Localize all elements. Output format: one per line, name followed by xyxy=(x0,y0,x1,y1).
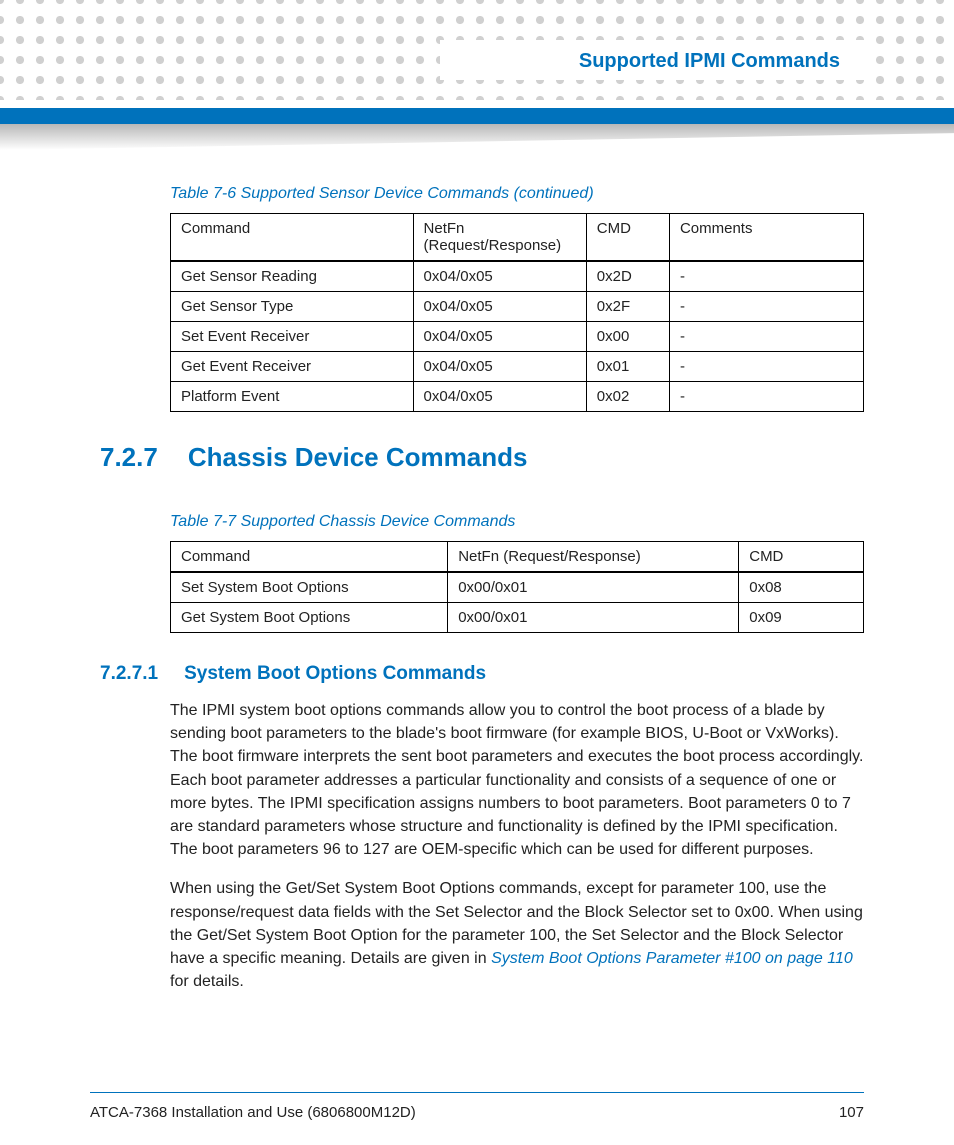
table-7-7: Command NetFn (Request/Response) CMD Set… xyxy=(170,541,864,633)
table-row: Set Event Receiver 0x04/0x05 0x00 - xyxy=(171,322,864,352)
table-7-7-caption: Table 7-7 Supported Chassis Device Comma… xyxy=(170,513,864,531)
cell: 0x00/0x01 xyxy=(448,603,739,633)
section-number: 7.2.7 xyxy=(100,442,158,473)
cell: - xyxy=(669,382,863,412)
table-7-6: Command NetFn (Request/Response) CMD Com… xyxy=(170,213,864,412)
footer-doc-title: ATCA-7368 Installation and Use (6806800M… xyxy=(90,1104,416,1121)
section-7-2-7-heading: 7.2.7 Chassis Device Commands xyxy=(100,442,864,473)
section-title: Chassis Device Commands xyxy=(188,442,528,473)
header-blue-bar xyxy=(0,108,954,124)
body-paragraph: The IPMI system boot options commands al… xyxy=(170,699,864,861)
footer-rule xyxy=(90,1092,864,1093)
cell: Platform Event xyxy=(171,382,414,412)
cross-ref-link[interactable]: System Boot Options Parameter #100 on pa… xyxy=(491,950,853,967)
table-header-row: Command NetFn (Request/Response) CMD xyxy=(171,542,864,573)
cell: 0x04/0x05 xyxy=(413,352,586,382)
cell: Get Sensor Reading xyxy=(171,261,414,292)
col-cmd: CMD xyxy=(739,542,864,573)
table-header-row: Command NetFn (Request/Response) CMD Com… xyxy=(171,214,864,262)
cell: Get Sensor Type xyxy=(171,292,414,322)
page-content: Table 7-6 Supported Sensor Device Comman… xyxy=(170,185,864,1009)
page-footer: ATCA-7368 Installation and Use (6806800M… xyxy=(90,1104,864,1121)
table-row: Get System Boot Options 0x00/0x01 0x09 xyxy=(171,603,864,633)
cell: 0x09 xyxy=(739,603,864,633)
footer-page-number: 107 xyxy=(839,1104,864,1121)
cell: 0x08 xyxy=(739,572,864,603)
col-comments: Comments xyxy=(669,214,863,262)
cell: 0x2F xyxy=(586,292,669,322)
text: for details. xyxy=(170,973,244,990)
cell: - xyxy=(669,261,863,292)
cell: 0x00 xyxy=(586,322,669,352)
cell: 0x00/0x01 xyxy=(448,572,739,603)
section-number: 7.2.7.1 xyxy=(100,663,158,685)
cell: - xyxy=(669,292,863,322)
body-paragraph: When using the Get/Set System Boot Optio… xyxy=(170,877,864,993)
cell: - xyxy=(669,352,863,382)
table-row: Get Sensor Reading 0x04/0x05 0x2D - xyxy=(171,261,864,292)
col-netfn: NetFn (Request/Response) xyxy=(448,542,739,573)
cell: Get System Boot Options xyxy=(171,603,448,633)
cell: 0x04/0x05 xyxy=(413,322,586,352)
cell: - xyxy=(669,322,863,352)
header-gray-wedge xyxy=(0,124,954,150)
col-cmd: CMD xyxy=(586,214,669,262)
col-netfn: NetFn (Request/Response) xyxy=(413,214,586,262)
cell: Set Event Receiver xyxy=(171,322,414,352)
cell: 0x2D xyxy=(586,261,669,292)
table-row: Platform Event 0x04/0x05 0x02 - xyxy=(171,382,864,412)
section-7-2-7-1-heading: 7.2.7.1 System Boot Options Commands xyxy=(100,663,864,685)
cell: 0x04/0x05 xyxy=(413,382,586,412)
chapter-title: Supported IPMI Commands xyxy=(575,50,844,73)
table-row: Get Sensor Type 0x04/0x05 0x2F - xyxy=(171,292,864,322)
col-command: Command xyxy=(171,542,448,573)
cell: Get Event Receiver xyxy=(171,352,414,382)
cell: 0x02 xyxy=(586,382,669,412)
table-row: Get Event Receiver 0x04/0x05 0x01 - xyxy=(171,352,864,382)
section-title: System Boot Options Commands xyxy=(184,663,486,685)
cell: 0x04/0x05 xyxy=(413,261,586,292)
col-command: Command xyxy=(171,214,414,262)
table-row: Set System Boot Options 0x00/0x01 0x08 xyxy=(171,572,864,603)
cell: 0x01 xyxy=(586,352,669,382)
table-7-6-caption: Table 7-6 Supported Sensor Device Comman… xyxy=(170,185,864,203)
cell: Set System Boot Options xyxy=(171,572,448,603)
cell: 0x04/0x05 xyxy=(413,292,586,322)
